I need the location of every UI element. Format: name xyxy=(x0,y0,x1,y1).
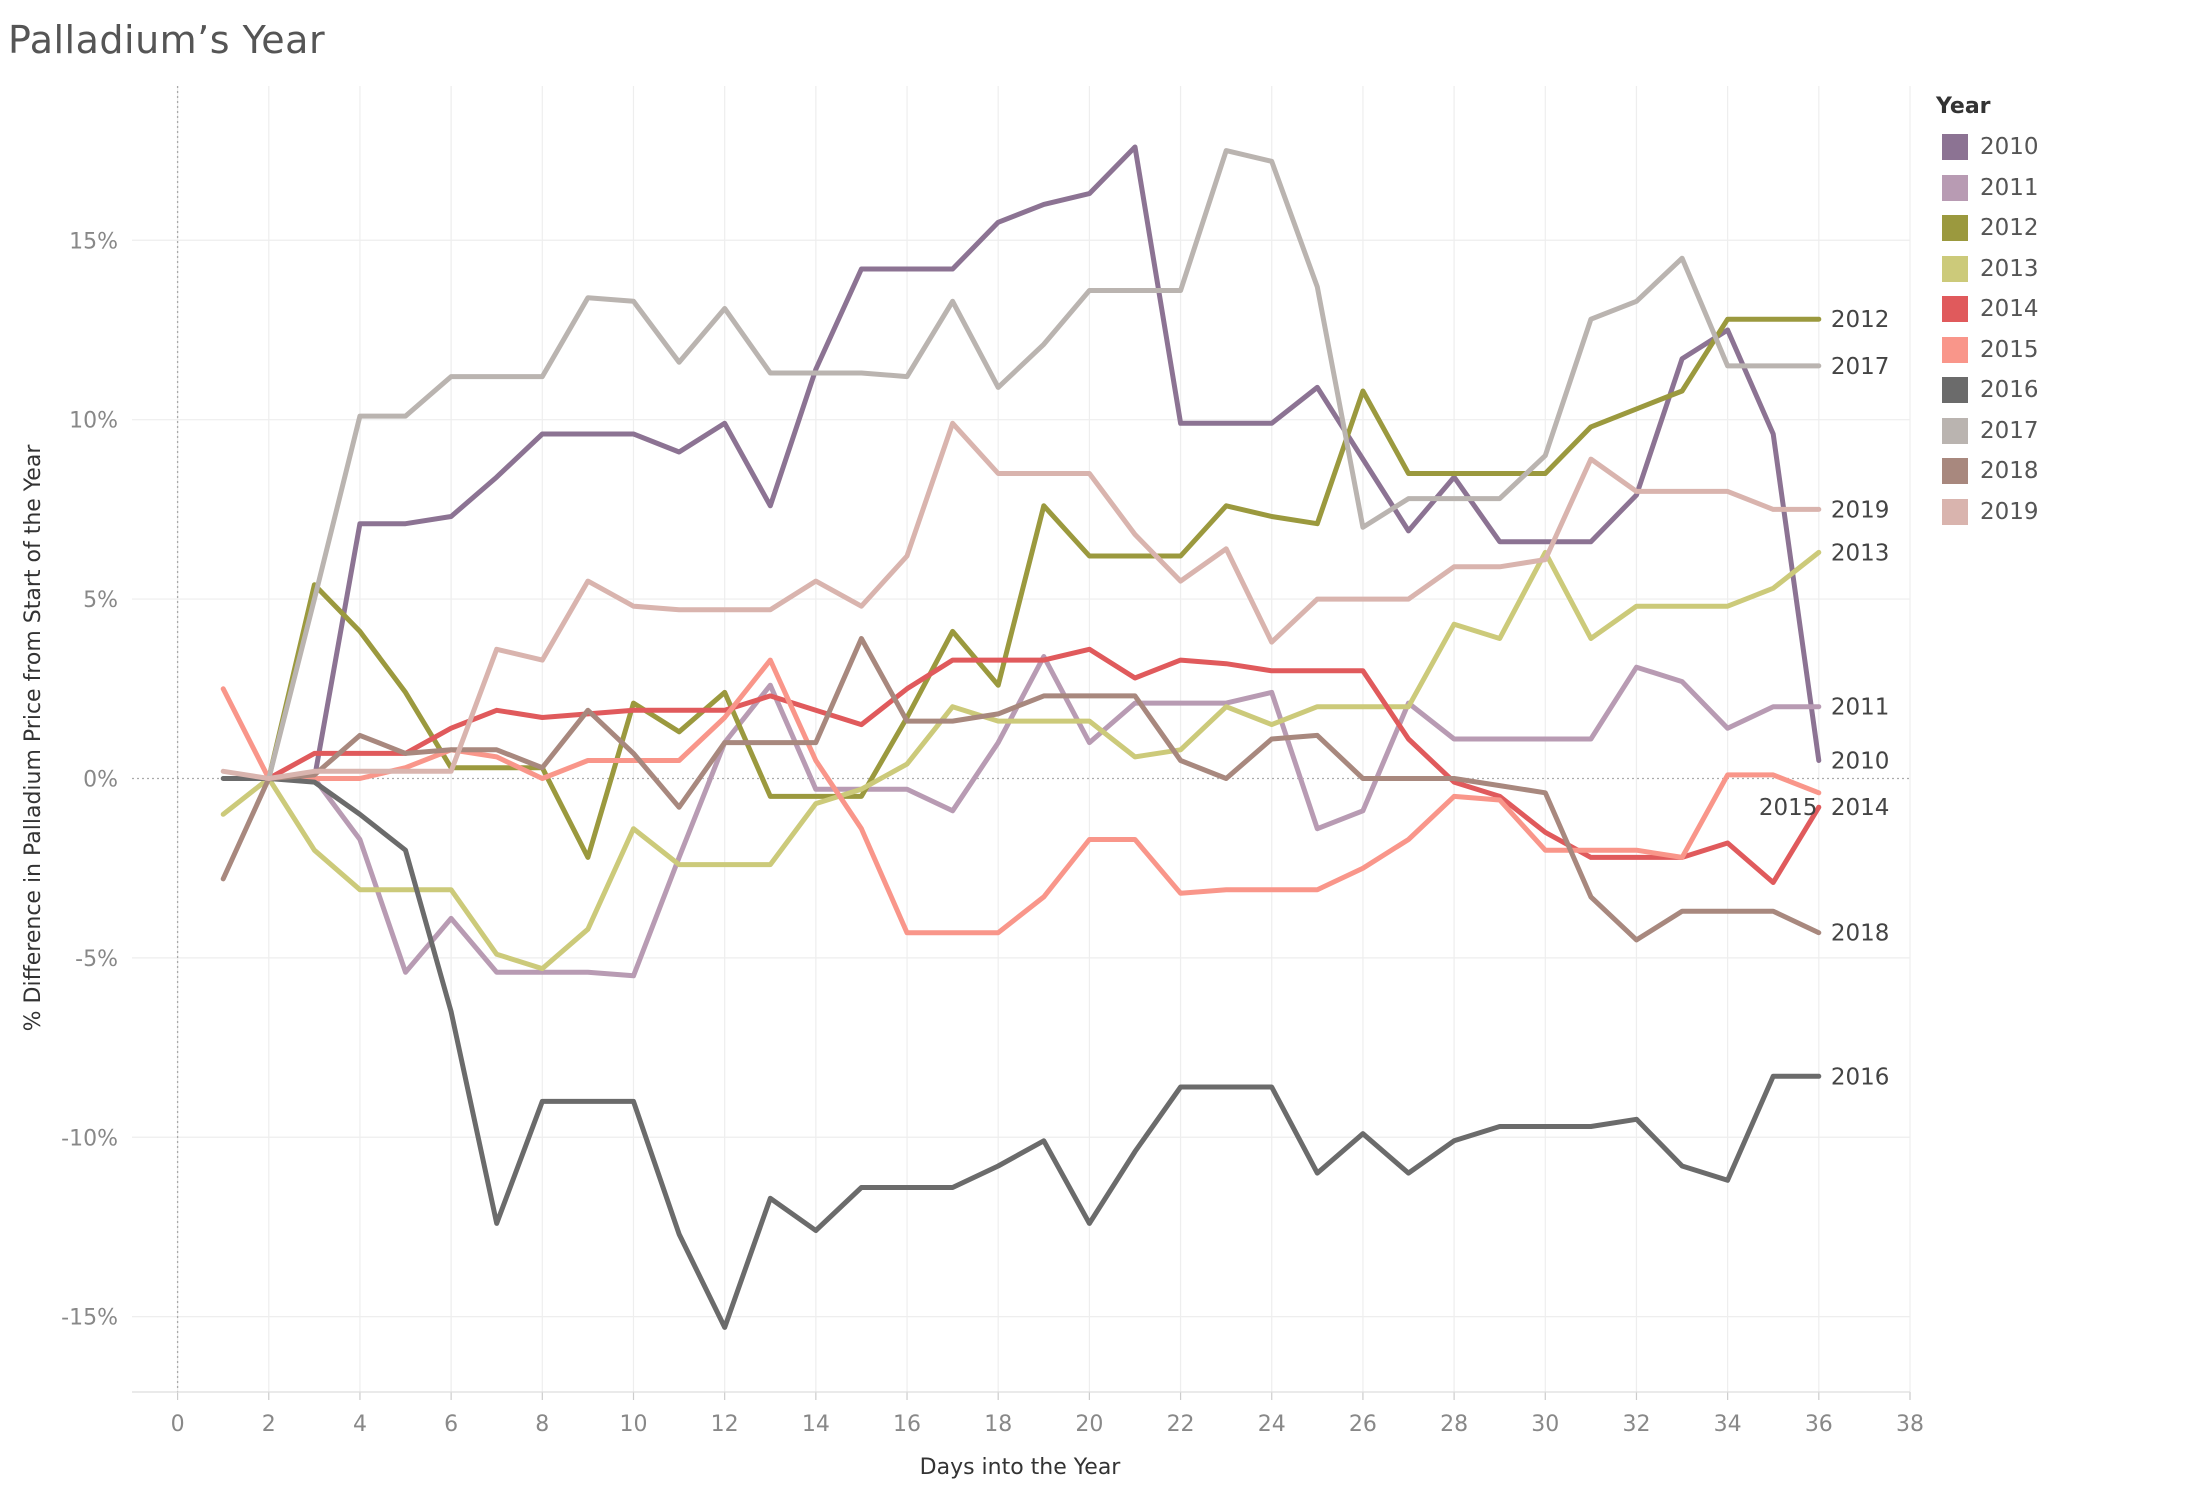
x-tick-label: 6 xyxy=(444,1412,458,1437)
legend-label: 2017 xyxy=(1980,417,2039,444)
series-line-2017 xyxy=(266,148,1822,781)
legend-item-2018[interactable]: 2018 xyxy=(1936,451,2039,492)
x-tick-label: 24 xyxy=(1258,1412,1286,1437)
end-label-2011: 2011 xyxy=(1831,695,1890,721)
x-tick-label: 28 xyxy=(1440,1412,1468,1437)
end-label-2019: 2019 xyxy=(1831,497,1890,523)
x-tick-label: 36 xyxy=(1805,1412,1833,1437)
legend-label: 2010 xyxy=(1980,134,2039,161)
x-tick-label: 18 xyxy=(984,1412,1012,1437)
legend-title: Year xyxy=(1936,94,1991,119)
legend-item-2013[interactable]: 2013 xyxy=(1936,249,2039,290)
legend-items: 2010 2011 2012 2013 2014 2015 2016 2017 2018 2019 xyxy=(1936,127,2039,532)
x-tick-label: 16 xyxy=(893,1412,921,1437)
series-line-2018 xyxy=(220,636,1822,943)
y-tick-label: 15% xyxy=(69,229,118,254)
end-label-2018: 2018 xyxy=(1831,921,1890,947)
legend-swatch xyxy=(1942,498,1968,525)
legend-item-2010[interactable]: 2010 xyxy=(1936,127,2039,168)
x-tick-label: 10 xyxy=(619,1412,647,1437)
legend-swatch xyxy=(1942,134,1968,161)
legend: Year 2010 2011 2012 2013 2014 2015 2016 2017 201… xyxy=(1936,94,2039,532)
series-line-2013 xyxy=(220,549,1822,972)
legend-swatch xyxy=(1942,417,1968,444)
legend-swatch xyxy=(1942,174,1968,201)
end-label-2012: 2012 xyxy=(1831,307,1890,333)
end-label-2017: 2017 xyxy=(1831,354,1890,380)
axes: 0 2 4 6 8 10 12 14 16 18 20 22 24 26 28 30 32 34 36 38-15%-… xyxy=(61,229,1924,1437)
legend-label: 2011 xyxy=(1980,174,2039,201)
y-tick-label: 0% xyxy=(83,767,118,792)
x-tick-label: 38 xyxy=(1896,1412,1924,1437)
end-label-2010: 2010 xyxy=(1831,749,1890,775)
reference-lines xyxy=(132,86,1910,1392)
legend-swatch xyxy=(1942,296,1968,323)
legend-swatch xyxy=(1942,255,1968,282)
legend-swatch xyxy=(1942,377,1968,404)
x-tick-label: 26 xyxy=(1349,1412,1377,1437)
legend-item-2017[interactable]: 2017 xyxy=(1936,411,2039,452)
legend-swatch xyxy=(1942,336,1968,363)
x-tick-label: 32 xyxy=(1622,1412,1650,1437)
x-tick-label: 8 xyxy=(535,1412,549,1437)
x-tick-label: 12 xyxy=(711,1412,739,1437)
legend-item-2012[interactable]: 2012 xyxy=(1936,208,2039,249)
x-tick-label: 34 xyxy=(1714,1412,1742,1437)
series-line-2015 xyxy=(220,657,1822,936)
x-tick-label: 30 xyxy=(1531,1412,1559,1437)
x-tick-label: 0 xyxy=(171,1412,185,1437)
legend-label: 2019 xyxy=(1980,498,2039,525)
legend-swatch xyxy=(1942,215,1968,242)
legend-label: 2016 xyxy=(1980,377,2039,404)
grid-layer xyxy=(132,86,1911,1392)
x-tick-label: 14 xyxy=(802,1412,830,1437)
series-layer xyxy=(220,144,1822,1330)
end-label-2013: 2013 xyxy=(1831,540,1890,566)
y-tick-label: -15% xyxy=(61,1306,118,1331)
series-line-2019 xyxy=(220,420,1822,781)
series-line-2016 xyxy=(220,776,1822,1330)
x-tick-label: 2 xyxy=(262,1412,276,1437)
end-label-2014: 2014 xyxy=(1831,795,1890,821)
y-tick-label: -10% xyxy=(61,1126,118,1151)
series-line-2011 xyxy=(266,654,1822,979)
x-tick-label: 20 xyxy=(1075,1412,1103,1437)
legend-label: 2015 xyxy=(1980,336,2039,363)
y-tick-label: 5% xyxy=(83,588,118,613)
legend-label: 2013 xyxy=(1980,255,2039,282)
legend-item-2019[interactable]: 2019 xyxy=(1936,492,2039,533)
x-tick-label: 22 xyxy=(1167,1412,1195,1437)
end-labels: 2010 2011 2012 2013 2014 2015 2016 2017 2018 2019 xyxy=(1759,307,1890,1090)
legend-swatch xyxy=(1942,458,1968,485)
y-axis-title: % Difference in Palladium Price from Sta… xyxy=(21,444,46,1032)
legend-label: 2014 xyxy=(1980,296,2039,323)
series-line-2014 xyxy=(266,646,1822,885)
y-tick-label: 10% xyxy=(69,409,118,434)
legend-item-2011[interactable]: 2011 xyxy=(1936,168,2039,209)
series-line-2010 xyxy=(266,144,1822,781)
x-tick-label: 4 xyxy=(353,1412,367,1437)
x-axis-title: Days into the Year xyxy=(920,1455,1122,1480)
legend-item-2016[interactable]: 2016 xyxy=(1936,370,2039,411)
chart-title: Palladium’s Year xyxy=(8,18,326,62)
legend-label: 2012 xyxy=(1980,215,2039,242)
y-tick-label: -5% xyxy=(75,947,118,972)
legend-label: 2018 xyxy=(1980,458,2039,485)
legend-item-2014[interactable]: 2014 xyxy=(1936,289,2039,330)
legend-item-2015[interactable]: 2015 xyxy=(1936,330,2039,371)
series-line-2012 xyxy=(266,316,1822,860)
end-label-2016: 2016 xyxy=(1831,1064,1890,1090)
end-label-2015: 2015 xyxy=(1759,795,1818,821)
